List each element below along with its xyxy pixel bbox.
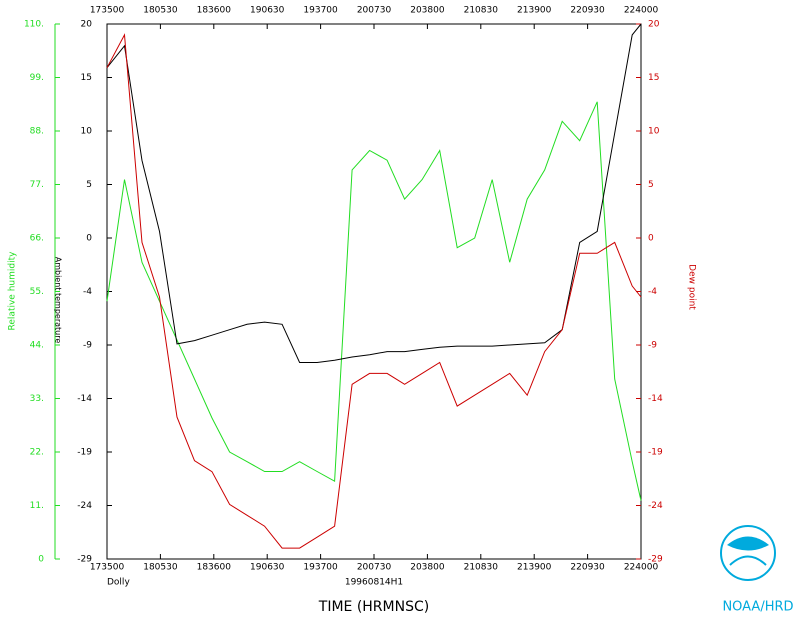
y2-tick-label: -9 (648, 341, 657, 351)
series-line (106, 101, 642, 501)
dew-axis-title: Dew point (687, 264, 697, 310)
x-tick-label: 210830 (464, 563, 499, 573)
y3-tick-label: 77. (30, 180, 44, 190)
x-tick-label-top: 203800 (410, 6, 445, 16)
x-tick-label: 203800 (410, 563, 445, 573)
x-tick-label-top: 173500 (90, 6, 125, 16)
x-tick-label-top: 224000 (624, 6, 659, 16)
x-tick-label: 224000 (624, 563, 659, 573)
x-tick-label-top: 200730 (357, 6, 392, 16)
x-tick-label-top: 180530 (143, 6, 178, 16)
y2-tick-label: -29 (648, 555, 663, 565)
y2-tick-label: -4 (648, 287, 657, 297)
x-tick-label: 213900 (517, 563, 552, 573)
storm-name: Dolly (107, 578, 130, 588)
y3-tick-label: 0 (38, 555, 44, 565)
y-tick-label: -14 (77, 394, 92, 404)
y-tick-label: -24 (77, 501, 92, 511)
y2-tick-label: 5 (648, 180, 654, 190)
x-tick-label-top: 220930 (570, 6, 605, 16)
y-tick-label: -29 (77, 555, 92, 565)
y-tick-label: 0 (86, 234, 92, 244)
y3-tick-label: 110. (24, 20, 44, 30)
x-tick-label-top: 213900 (517, 6, 552, 16)
y3-tick-label: 88. (30, 127, 44, 137)
y3-tick-label: 22. (30, 448, 44, 458)
y-tick-label: 10 (81, 127, 93, 137)
x-tick-label: 220930 (570, 563, 605, 573)
series-line (106, 23, 642, 363)
x-tick-label: 193700 (303, 563, 338, 573)
y2-tick-label: 0 (648, 234, 654, 244)
flight-id: 19960814H1 (345, 578, 403, 588)
x-tick-label-top: 190630 (250, 6, 285, 16)
y2-tick-label: 10 (648, 127, 660, 137)
y3-tick-label: 33. (30, 394, 44, 404)
x-tick-label-top: 210830 (464, 6, 499, 16)
x-tick-label: 173500 (90, 563, 125, 573)
y2-tick-label: -14 (648, 394, 663, 404)
x-tick-label: 200730 (357, 563, 392, 573)
y3-tick-label: 55. (30, 287, 44, 297)
y2-tick-label: 15 (648, 73, 659, 83)
noaa-logo (720, 525, 776, 581)
x-tick-label: 190630 (250, 563, 285, 573)
y3-tick-label: 66. (30, 234, 44, 244)
series-line (106, 33, 642, 549)
x-axis-title: TIME (HRMNSC) (318, 599, 429, 615)
x-tick-label: 183600 (197, 563, 232, 573)
y3-tick-label: 99. (30, 73, 44, 83)
y2-tick-label: -19 (648, 448, 663, 458)
y-tick-label: 20 (81, 20, 93, 30)
y-tick-label: 5 (86, 180, 92, 190)
y3-tick-label: 11. (30, 501, 44, 511)
rh-axis-title: Relative humidity (8, 251, 18, 331)
y-tick-label: -9 (83, 341, 92, 351)
plot-frame (106, 23, 642, 560)
x-tick-label-top: 183600 (197, 6, 232, 16)
credit: NOAA/HRD (722, 600, 793, 615)
y-tick-label: -4 (83, 287, 92, 297)
temp-axis-title: Ambient temperature (54, 257, 63, 344)
y2-tick-label: -24 (648, 501, 663, 511)
y-tick-label: -19 (77, 448, 92, 458)
y3-tick-label: 44. (30, 341, 44, 351)
x-tick-label-top: 193700 (303, 6, 338, 16)
y-tick-label: 15 (81, 73, 92, 83)
y2-tick-label: 20 (648, 20, 660, 30)
x-tick-label: 180530 (143, 563, 178, 573)
